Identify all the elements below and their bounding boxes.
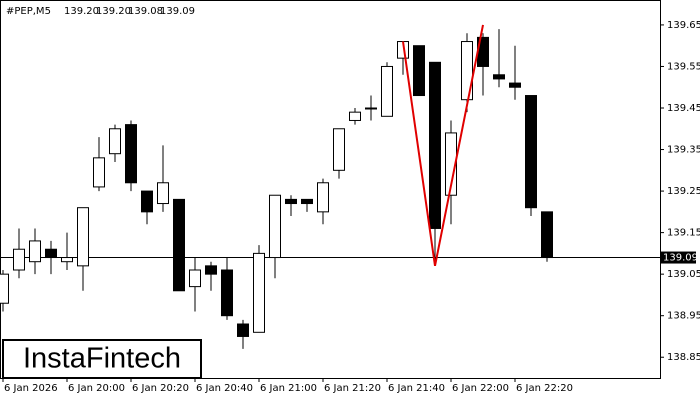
candle-body [221, 269, 233, 317]
candle-body [413, 45, 425, 97]
y-tick-label: 138.85 [667, 352, 700, 363]
header-value: 139.09 [160, 6, 195, 17]
candle-body [429, 61, 441, 229]
candle-body [237, 323, 249, 337]
price-label: 139.09 [663, 253, 698, 264]
header-value: 139.08 [128, 6, 163, 17]
candle-body [45, 248, 57, 259]
candle-body [0, 273, 9, 304]
y-tick-label: 139.45 [667, 103, 700, 114]
header-value: 139.20 [64, 6, 99, 17]
candle-body [173, 198, 185, 292]
candle-body [301, 198, 313, 205]
header-value: 139.20 [96, 6, 131, 17]
y-tick-label: 138.95 [667, 311, 700, 322]
candle-body [29, 240, 41, 263]
logo-box [2, 339, 202, 379]
candle-body [317, 182, 329, 213]
candle-body [157, 182, 169, 205]
y-tick-label: 139.35 [667, 145, 700, 156]
logo: InstaFintech [23, 343, 181, 375]
candle-body [285, 198, 297, 205]
candle-body [461, 41, 473, 101]
candle-body [13, 248, 25, 271]
x-tick-label: 6 Jan 20:00 [68, 383, 125, 394]
x-tick-label: 6 Jan 22:20 [516, 383, 573, 394]
candle-body [125, 124, 137, 184]
candle-body [381, 65, 393, 117]
candle-body [541, 211, 553, 259]
x-tick-label: 6 Jan 21:20 [324, 383, 381, 394]
x-tick-label: 6 Jan 20:40 [196, 383, 253, 394]
candle-body [109, 128, 121, 155]
candle-body [189, 269, 201, 288]
candle-body [365, 107, 377, 110]
candle-body [525, 95, 537, 209]
y-tick-label: 139.05 [667, 269, 700, 280]
candle-body [509, 82, 521, 88]
y-tick-label: 139.25 [667, 186, 700, 197]
x-tick-label: 6 Jan 21:40 [388, 383, 445, 394]
price-label-box [660, 251, 696, 264]
candle-body [205, 265, 217, 275]
candle-body [333, 128, 345, 171]
x-tick-label: 6 Jan 20:20 [132, 383, 189, 394]
pattern-line [402, 24, 484, 267]
candle-body [93, 157, 105, 188]
x-tick-label: 6 Jan 22:00 [452, 383, 509, 394]
x-tick-label: 6 Jan 2026 [4, 383, 58, 394]
candle-body [493, 74, 505, 80]
plot-frame [0, 0, 661, 379]
y-tick-label: 139.55 [667, 61, 700, 72]
candle-body [253, 252, 265, 333]
y-tick-label: 139.15 [667, 228, 700, 239]
y-tick-label: 139.65 [667, 20, 700, 31]
candle-body [349, 111, 361, 121]
candle-body [269, 194, 281, 259]
candle-body [77, 207, 89, 267]
candle-body [141, 190, 153, 213]
candle-body [61, 257, 73, 263]
candle-body [445, 132, 457, 196]
x-tick-label: 6 Jan 21:00 [260, 383, 317, 394]
symbol: #PEP,M5 [6, 6, 51, 17]
